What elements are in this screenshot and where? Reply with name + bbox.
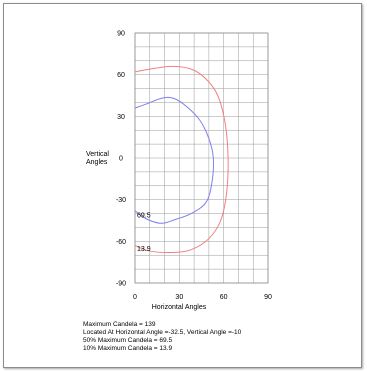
plot-border xyxy=(134,32,269,284)
chart-frame xyxy=(3,3,362,368)
summary-tenth-max: 10% Maximum Candela = 13.9 xyxy=(83,345,173,352)
y-tick-label: 30 xyxy=(117,114,125,121)
y-tick-label: 90 xyxy=(117,31,125,38)
y-tick-label: 0 xyxy=(119,156,123,163)
contour-line-1 xyxy=(134,96,214,224)
tick-labels: 90 60 30 0 -30 -60 -90 0 30 60 90 xyxy=(116,31,272,302)
chart-grid xyxy=(134,32,269,284)
contour-lines xyxy=(134,65,229,253)
summary-max-candela: Maximum Candela = 139 xyxy=(83,321,156,328)
contour-value-label: 13.9 xyxy=(137,246,151,253)
x-tick-label: 30 xyxy=(175,294,183,301)
y-tick-label: -90 xyxy=(116,281,126,288)
candela-summary: Maximum Candela = 139 Located At Horizon… xyxy=(83,321,241,353)
y-tick-label: -60 xyxy=(116,239,126,246)
x-axis-label: Horizontal Angles xyxy=(152,304,207,311)
y-axis-label: Vertical Angles xyxy=(86,151,109,166)
contour-value-label: 69.5 xyxy=(137,212,151,219)
y-tick-label: 60 xyxy=(117,72,125,79)
x-tick-label: 60 xyxy=(220,294,228,301)
contour-line-0 xyxy=(134,65,229,253)
x-tick-label: 0 xyxy=(133,294,137,301)
x-tick-label: 90 xyxy=(264,294,272,301)
summary-location: Located At Horizontal Angle =-32.5, Vert… xyxy=(83,329,242,336)
y-tick-label: -30 xyxy=(116,197,126,204)
summary-half-max: 50% Maximum Candela = 69.5 xyxy=(83,337,173,344)
contour-labels: 69.5 13.9 xyxy=(137,212,151,252)
